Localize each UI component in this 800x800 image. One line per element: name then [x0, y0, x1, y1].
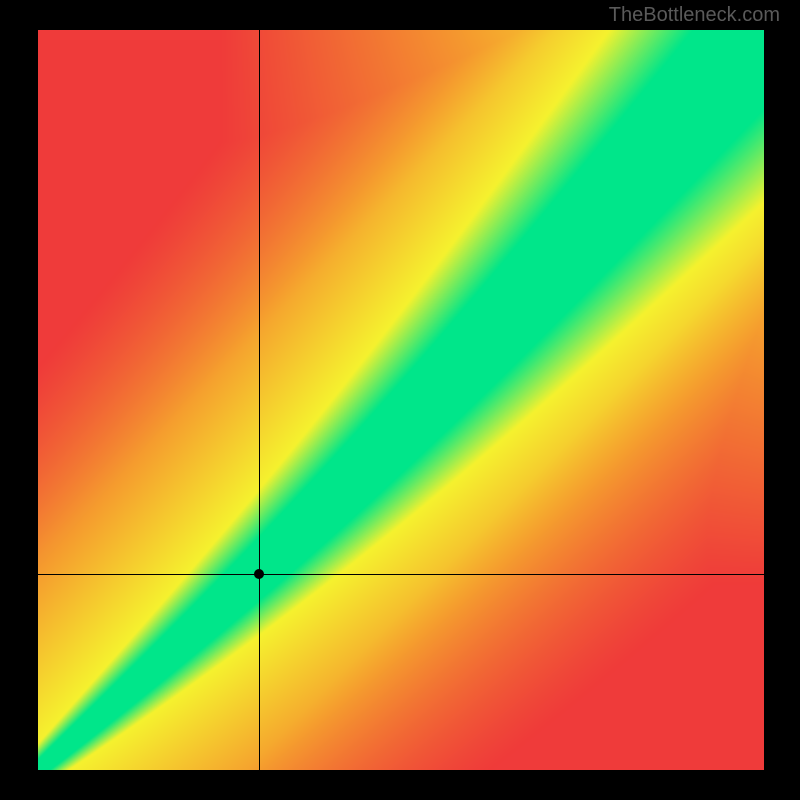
heatmap-plot-area — [38, 30, 764, 770]
crosshair-horizontal — [38, 574, 764, 575]
crosshair-marker-dot — [254, 569, 264, 579]
heatmap-canvas — [38, 30, 764, 770]
crosshair-vertical — [259, 30, 260, 770]
watermark-text: TheBottleneck.com — [609, 4, 780, 27]
